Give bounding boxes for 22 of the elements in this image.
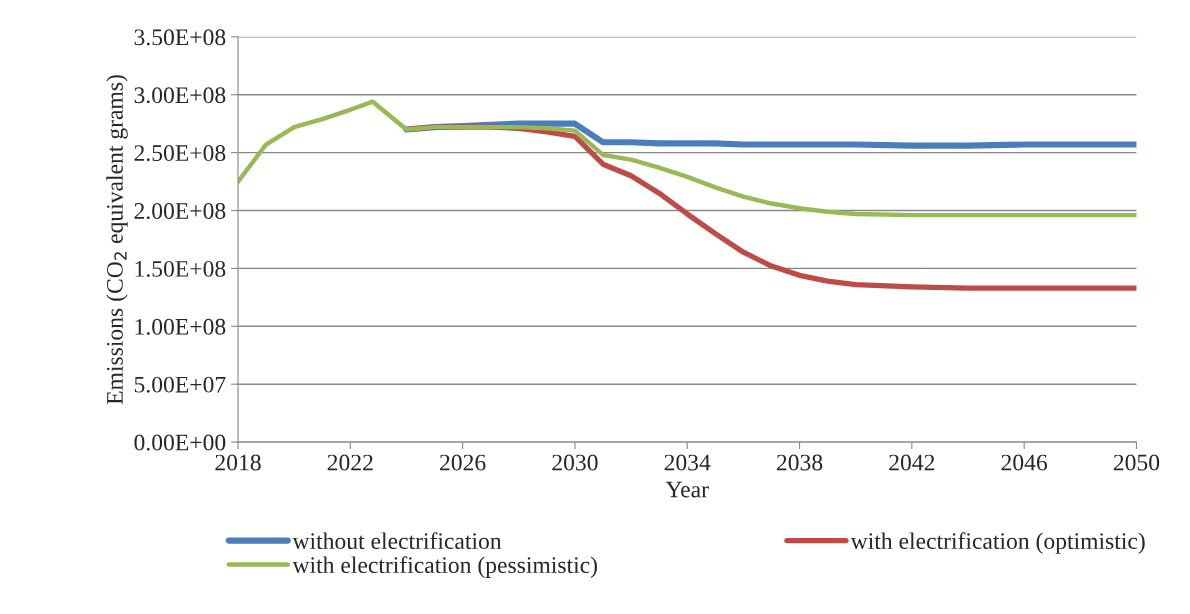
- legend-label: with electrification (optimistic): [850, 532, 1145, 554]
- x-tick-label: 2018: [215, 454, 261, 471]
- y-tick-label: 3.50E+08: [134, 29, 226, 46]
- y-tick-label: 5.00E+07: [134, 376, 226, 393]
- x-axis-title: Year: [665, 481, 709, 498]
- x-tick-label: 2026: [440, 454, 486, 471]
- y-tick-label: 1.00E+08: [135, 318, 226, 335]
- x-tick-label: 2046: [1001, 454, 1048, 471]
- x-tick-label: 2038: [776, 454, 823, 471]
- x-tick-label: 2034: [664, 454, 711, 471]
- x-tick-label: 2030: [552, 454, 598, 471]
- legend-label: with electrification (pessimistic): [292, 556, 597, 578]
- x-tick-label: 2022: [327, 454, 373, 471]
- y-tick-label: 2.00E+08: [134, 203, 226, 220]
- y-tick-label: 1.50E+08: [135, 260, 226, 277]
- x-tick-label: 2050: [1113, 454, 1160, 471]
- y-tick-label: 3.00E+08: [134, 87, 226, 104]
- x-tick-label: 2042: [889, 454, 935, 471]
- y-tick-label: 0.00E+00: [134, 434, 226, 451]
- y-tick-label: 2.50E+08: [134, 145, 226, 162]
- legend-label: without electrification: [292, 532, 502, 550]
- y-axis-title: Emissions (CO$_{2}$ equivalent grams): [106, 75, 128, 405]
